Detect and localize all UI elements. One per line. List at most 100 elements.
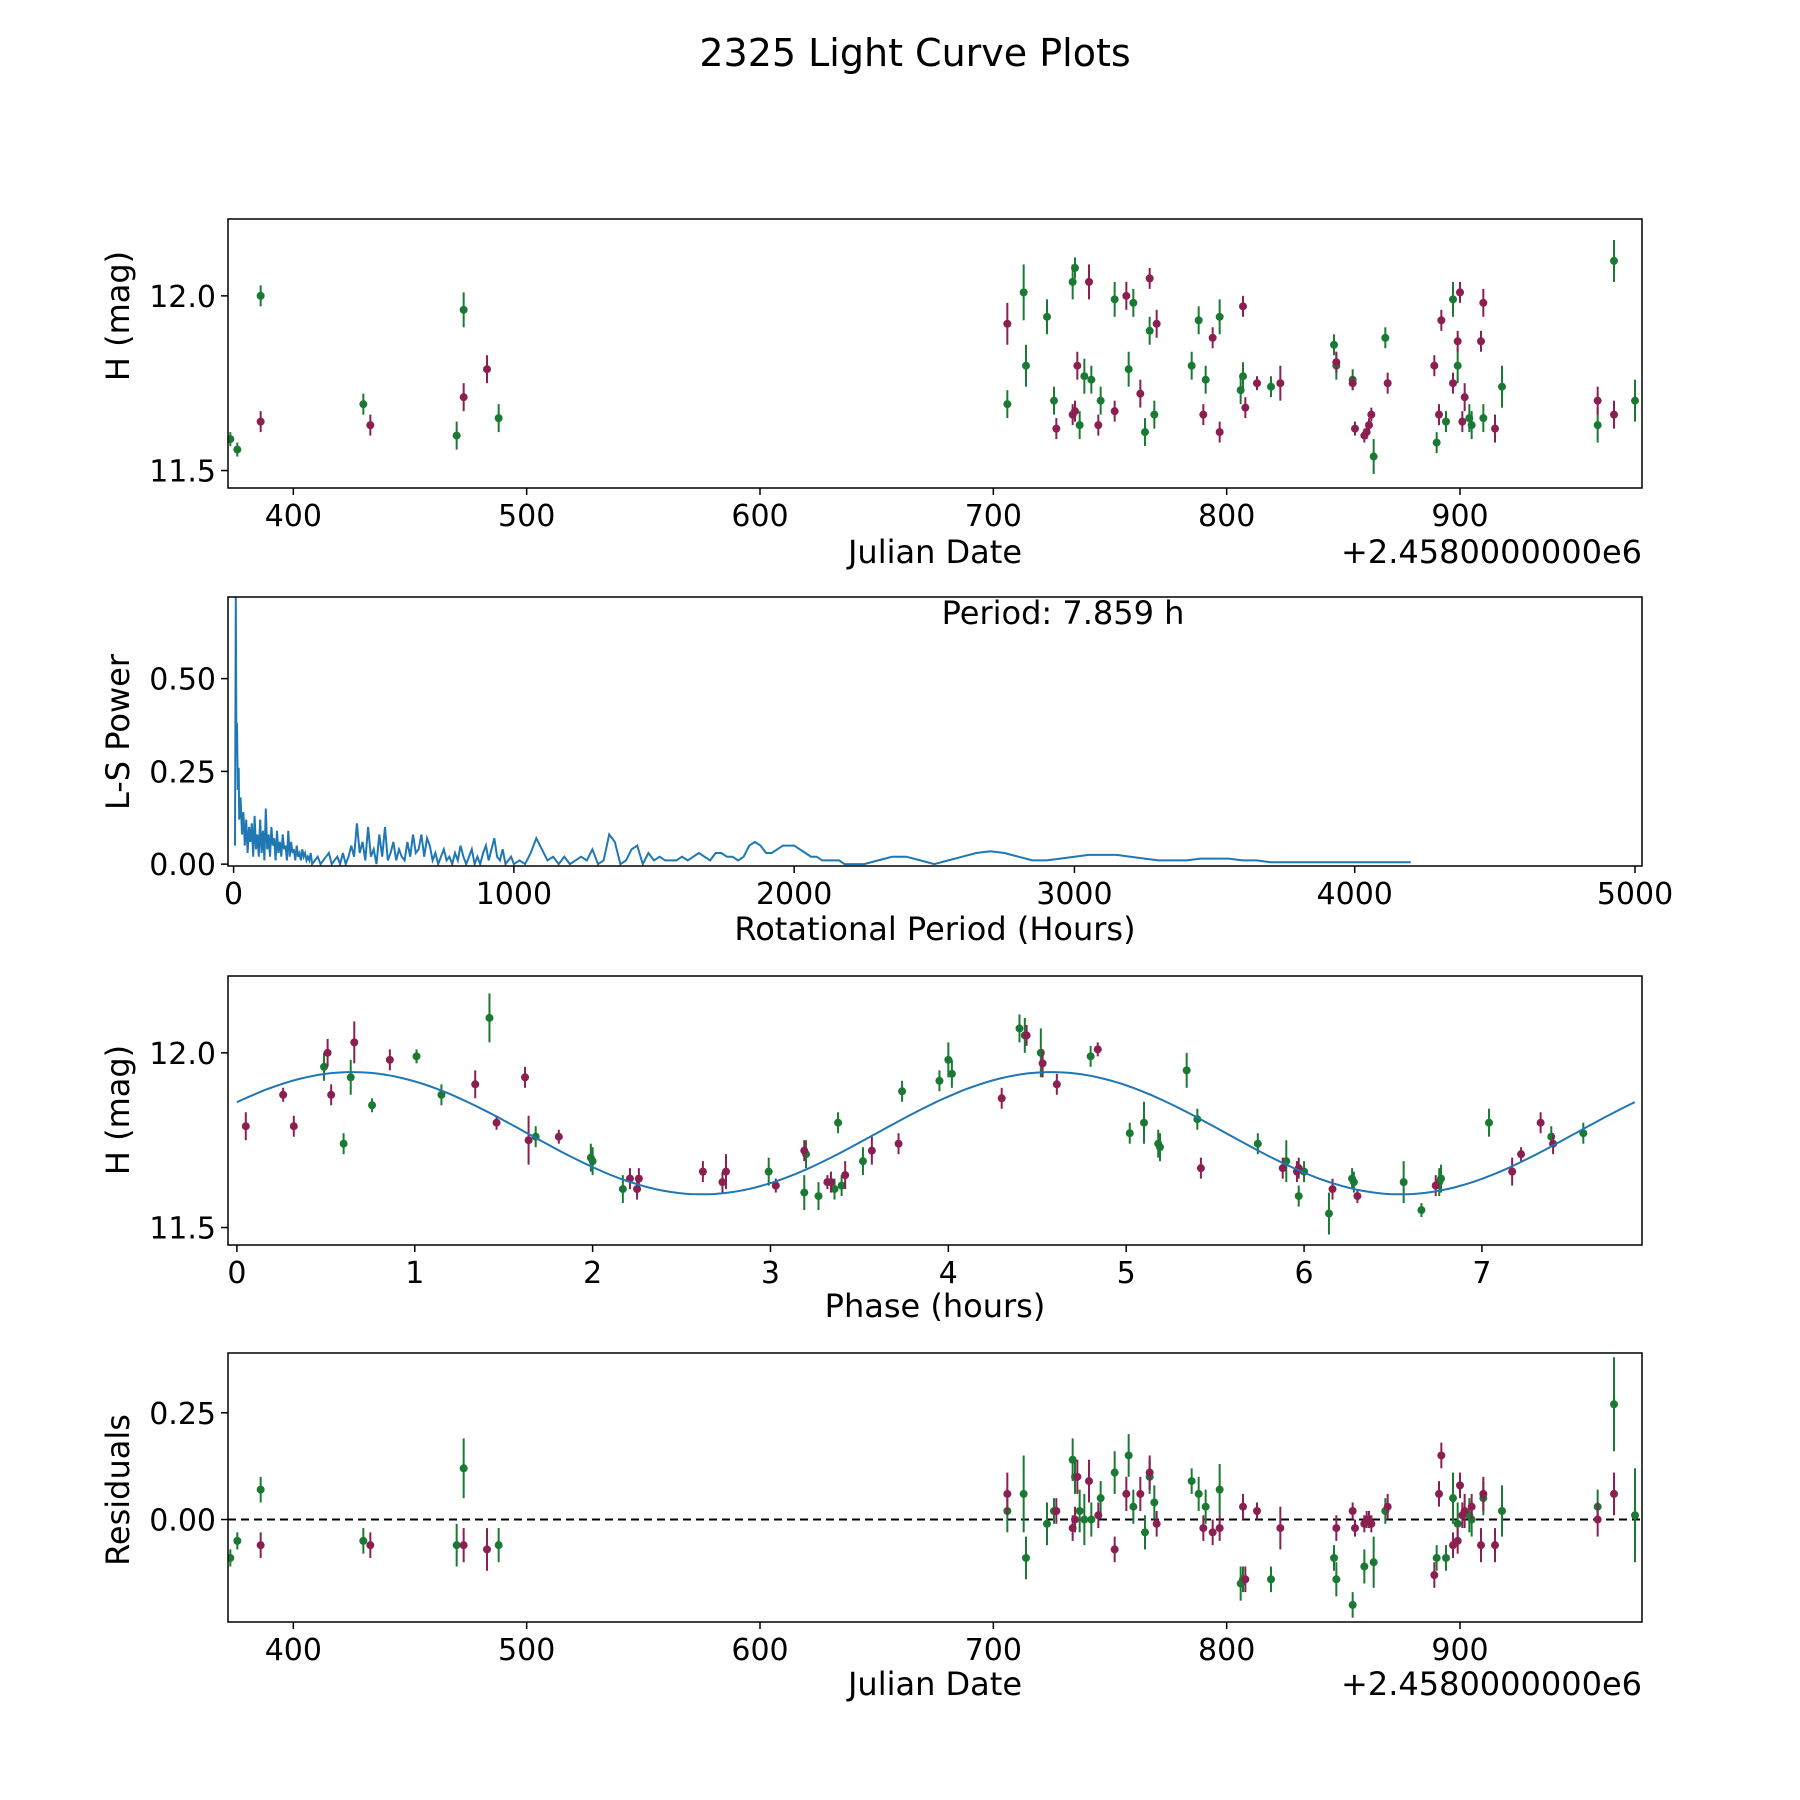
residuals-green-point: [494, 1541, 503, 1550]
residuals-green-point: [1194, 1489, 1203, 1498]
lightcurve-offset-text: +2.4580000000e6: [1341, 533, 1642, 571]
phased-magenta-point: [1052, 1080, 1061, 1089]
phased-green-point: [485, 1013, 494, 1022]
lightcurve-green-point: [1631, 396, 1639, 405]
residuals-magenta-point: [1241, 1575, 1250, 1584]
phased-x-label: Phase (hours): [825, 1287, 1046, 1325]
lightcurve-magenta-point: [1365, 421, 1373, 430]
residuals-magenta-point: [1073, 1472, 1082, 1481]
phased-y-label: H (mag): [99, 1045, 137, 1175]
phased-green-point: [1417, 1206, 1426, 1215]
lightcurve-magenta-point: [1593, 396, 1602, 405]
lightcurve-green-point: [1043, 312, 1051, 321]
residuals-green-point: [256, 1485, 265, 1494]
residuals-magenta-point: [1610, 1489, 1618, 1498]
phased-magenta-point: [521, 1073, 530, 1082]
periodogram-x-label: Rotational Period (Hours): [734, 910, 1135, 948]
lightcurve-x-tick-label: 600: [731, 499, 788, 534]
residuals-x-tick-label: 800: [1198, 1633, 1255, 1668]
phased-green-point: [437, 1090, 446, 1099]
phased-x-tick-label: 0: [227, 1256, 246, 1291]
residuals-y-label: Residuals: [99, 1414, 137, 1566]
lightcurve-green-point: [233, 445, 242, 454]
residuals-magenta-point: [1348, 1506, 1357, 1515]
residuals-panel: Julian Date Residuals +2.4580000000e6 40…: [99, 1352, 1643, 1703]
lightcurve-magenta-point: [1351, 424, 1359, 433]
residuals-green-point: [1096, 1494, 1105, 1503]
residuals-magenta-point: [1456, 1481, 1464, 1490]
residuals-magenta-point: [1332, 1524, 1341, 1533]
residuals-magenta-point: [1136, 1489, 1145, 1498]
phased-points: [241, 993, 1588, 1235]
residuals-green-point: [1043, 1519, 1051, 1528]
lightcurve-green-point: [1330, 340, 1338, 349]
lightcurve-magenta-point: [1458, 417, 1467, 426]
lightcurve-magenta-point: [1052, 424, 1061, 433]
phased-green-point: [764, 1167, 773, 1176]
lightcurve-magenta-point: [1110, 407, 1119, 416]
phased-magenta-point: [997, 1094, 1006, 1103]
phased-green-point: [935, 1076, 944, 1085]
residuals-green-point: [1348, 1600, 1357, 1609]
phased-magenta-point: [1353, 1192, 1362, 1201]
lightcurve-green-point: [1453, 361, 1462, 370]
residuals-magenta-point: [1208, 1528, 1217, 1537]
lightcurve-magenta-point: [483, 365, 491, 374]
phased-green-point: [1547, 1132, 1556, 1141]
lightcurve-green-point: [1593, 421, 1602, 430]
lightcurve-magenta-point: [1430, 361, 1439, 370]
residuals-green-point: [1453, 1519, 1462, 1528]
lightcurve-magenta-point: [1491, 424, 1499, 433]
phased-magenta-point: [471, 1080, 480, 1089]
periodogram-x-tick-label: 0: [224, 877, 243, 912]
lightcurve-magenta-point: [1332, 358, 1341, 367]
lightcurve-green-point: [1075, 421, 1084, 430]
lightcurve-green-point: [256, 291, 265, 300]
phased-green-point: [1324, 1209, 1333, 1218]
residuals-magenta-point: [1351, 1524, 1359, 1533]
lightcurve-green-point: [1467, 421, 1476, 430]
lightcurve-magenta-point: [1073, 361, 1082, 370]
lightcurve-green-point: [1432, 438, 1441, 447]
lightcurve-green-point: [1003, 400, 1012, 409]
residuals-green-point: [233, 1536, 242, 1545]
residuals-green-point: [1141, 1528, 1149, 1537]
phased-magenta-point: [1093, 1045, 1102, 1054]
phased-green-point: [1139, 1118, 1148, 1127]
residuals-magenta-point: [1477, 1541, 1485, 1550]
residuals-x-tick-label: 700: [965, 1633, 1022, 1668]
phased-magenta-point: [722, 1167, 731, 1176]
phased-magenta-point: [841, 1171, 850, 1180]
phased-green-point: [898, 1087, 907, 1096]
periodogram-x-tick-label: 4000: [1317, 877, 1393, 912]
residuals-magenta-point: [1215, 1524, 1224, 1533]
phased-magenta-point: [492, 1118, 501, 1127]
lightcurve-x-tick-label: 400: [265, 499, 322, 534]
periodogram-axes-frame: [227, 596, 1643, 867]
phased-magenta-point: [718, 1178, 727, 1187]
period-annotation: Period: 7.859 h: [942, 594, 1185, 632]
residuals-x-label: Julian Date: [846, 1665, 1022, 1703]
lightcurve-magenta-point: [1122, 291, 1131, 300]
residuals-magenta-point: [1152, 1519, 1161, 1528]
phased-axes-frame: [227, 975, 1643, 1246]
lightcurve-green-point: [1071, 263, 1079, 272]
residuals-green-point: [1631, 1511, 1639, 1520]
residuals-green-point: [1150, 1498, 1159, 1507]
residuals-magenta-point: [256, 1541, 265, 1550]
phased-green-point: [1036, 1048, 1045, 1057]
phased-magenta-point: [1328, 1185, 1337, 1194]
residuals-green-point: [459, 1464, 468, 1473]
phased-green-point: [588, 1157, 597, 1166]
phased-green-point: [320, 1062, 329, 1071]
residuals-magenta-point: [1094, 1511, 1103, 1520]
lightcurve-green-point: [1096, 396, 1105, 405]
residuals-green-point: [1360, 1562, 1369, 1571]
phased-green-point: [1086, 1052, 1095, 1061]
lightcurve-magenta-point: [1253, 379, 1261, 388]
lightcurve-green-point: [228, 435, 235, 444]
residuals-green-point: [1087, 1515, 1096, 1524]
lightcurve-magenta-point: [1437, 316, 1446, 325]
figure-title: 2325 Light Curve Plots: [699, 31, 1130, 75]
residuals-green-point: [452, 1541, 461, 1550]
